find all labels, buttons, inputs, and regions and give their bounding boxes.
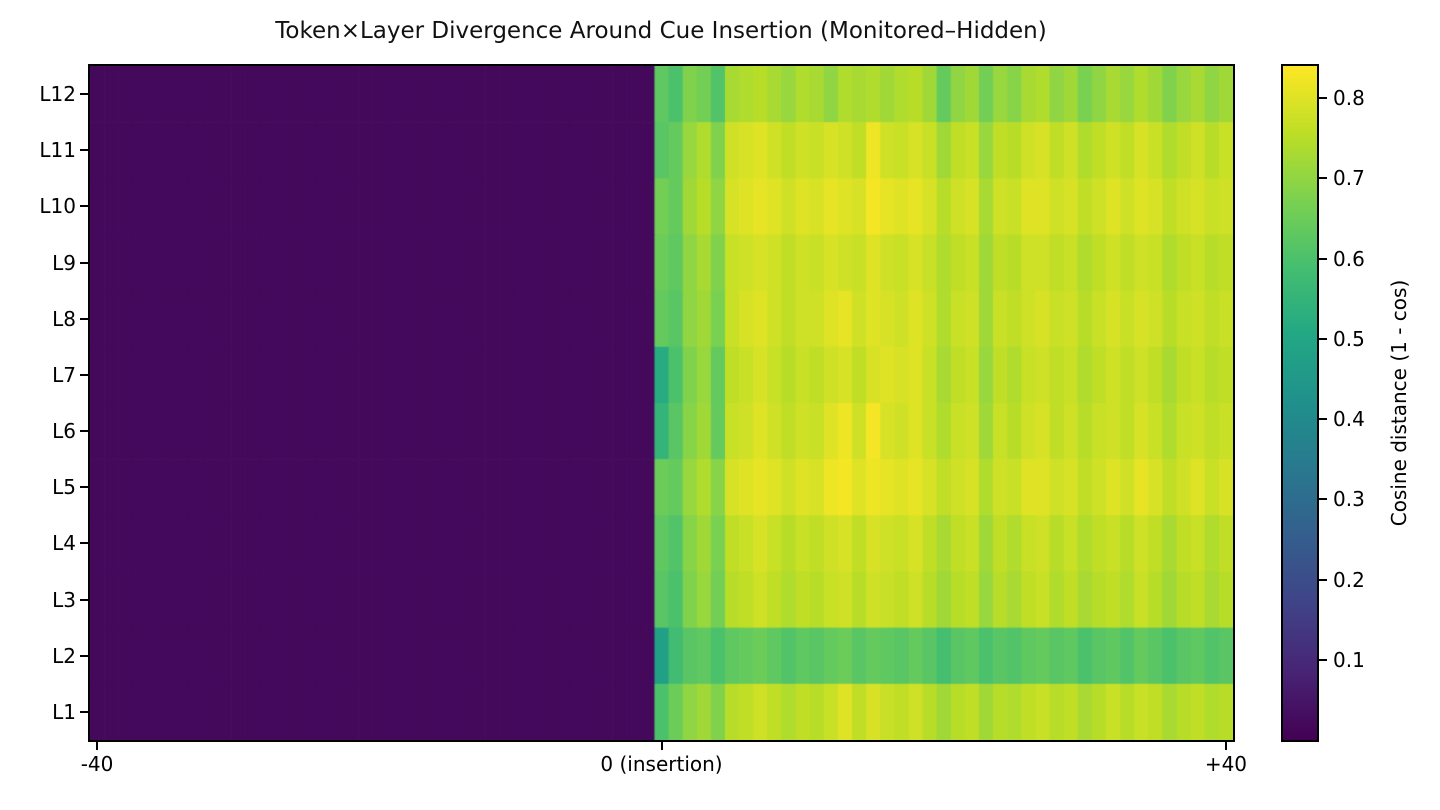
y-tick-label: L2	[52, 643, 76, 668]
x-tick-mark	[660, 742, 663, 750]
colorbar-tick-label: 0.1	[1333, 647, 1365, 672]
plot-border	[88, 64, 1235, 742]
colorbar-tick-label: 0.4	[1333, 407, 1365, 432]
x-tick-label: 0 (insertion)	[600, 752, 723, 776]
y-tick-label: L9	[52, 250, 76, 275]
colorbar-tick-mark	[1319, 337, 1327, 340]
y-tick-mark	[80, 598, 88, 601]
x-tick-label: -40	[80, 752, 114, 776]
y-tick-mark	[80, 261, 88, 264]
y-tick-label: L8	[52, 306, 76, 331]
colorbar-tick-mark	[1319, 97, 1327, 100]
colorbar-tick-mark	[1319, 498, 1327, 501]
colorbar-tick-label: 0.8	[1333, 86, 1365, 111]
x-tick-mark	[96, 742, 99, 750]
y-tick-mark	[80, 710, 88, 713]
y-tick-mark	[80, 542, 88, 545]
y-tick-mark	[80, 149, 88, 152]
y-tick-mark	[80, 430, 88, 433]
y-tick-mark	[80, 486, 88, 489]
colorbar-tick-label: 0.7	[1333, 166, 1365, 191]
y-tick-label: L10	[39, 194, 76, 219]
x-tick-mark	[1224, 742, 1227, 750]
colorbar-tick-label: 0.5	[1333, 326, 1365, 351]
y-tick-mark	[80, 654, 88, 657]
colorbar-tick-mark	[1319, 658, 1327, 661]
colorbar-gradient	[1283, 66, 1317, 740]
colorbar-tick-label: 0.2	[1333, 567, 1365, 592]
chart-title: Token×Layer Divergence Around Cue Insert…	[275, 18, 1047, 44]
colorbar-tick-mark	[1319, 177, 1327, 180]
y-tick-mark	[80, 205, 88, 208]
x-tick-label: +40	[1204, 752, 1248, 776]
colorbar-tick-mark	[1319, 578, 1327, 581]
heatmap-canvas	[90, 66, 1233, 740]
colorbar-tick-label: 0.3	[1333, 487, 1365, 512]
y-tick-label: L12	[39, 82, 76, 107]
colorbar-tick-label: 0.6	[1333, 246, 1365, 271]
y-tick-mark	[80, 93, 88, 96]
colorbar-axis-label: Cosine distance (1 - cos)	[1387, 279, 1411, 527]
y-tick-label: L5	[52, 475, 76, 500]
y-tick-label: L3	[52, 587, 76, 612]
y-tick-mark	[80, 373, 88, 376]
colorbar-border	[1281, 64, 1319, 742]
y-tick-label: L11	[39, 138, 76, 163]
y-tick-label: L4	[52, 531, 76, 556]
y-tick-mark	[80, 317, 88, 320]
y-tick-label: L6	[52, 419, 76, 444]
colorbar-tick-mark	[1319, 257, 1327, 260]
colorbar-tick-mark	[1319, 418, 1327, 421]
y-tick-label: L7	[52, 362, 76, 387]
y-tick-label: L1	[52, 699, 76, 724]
